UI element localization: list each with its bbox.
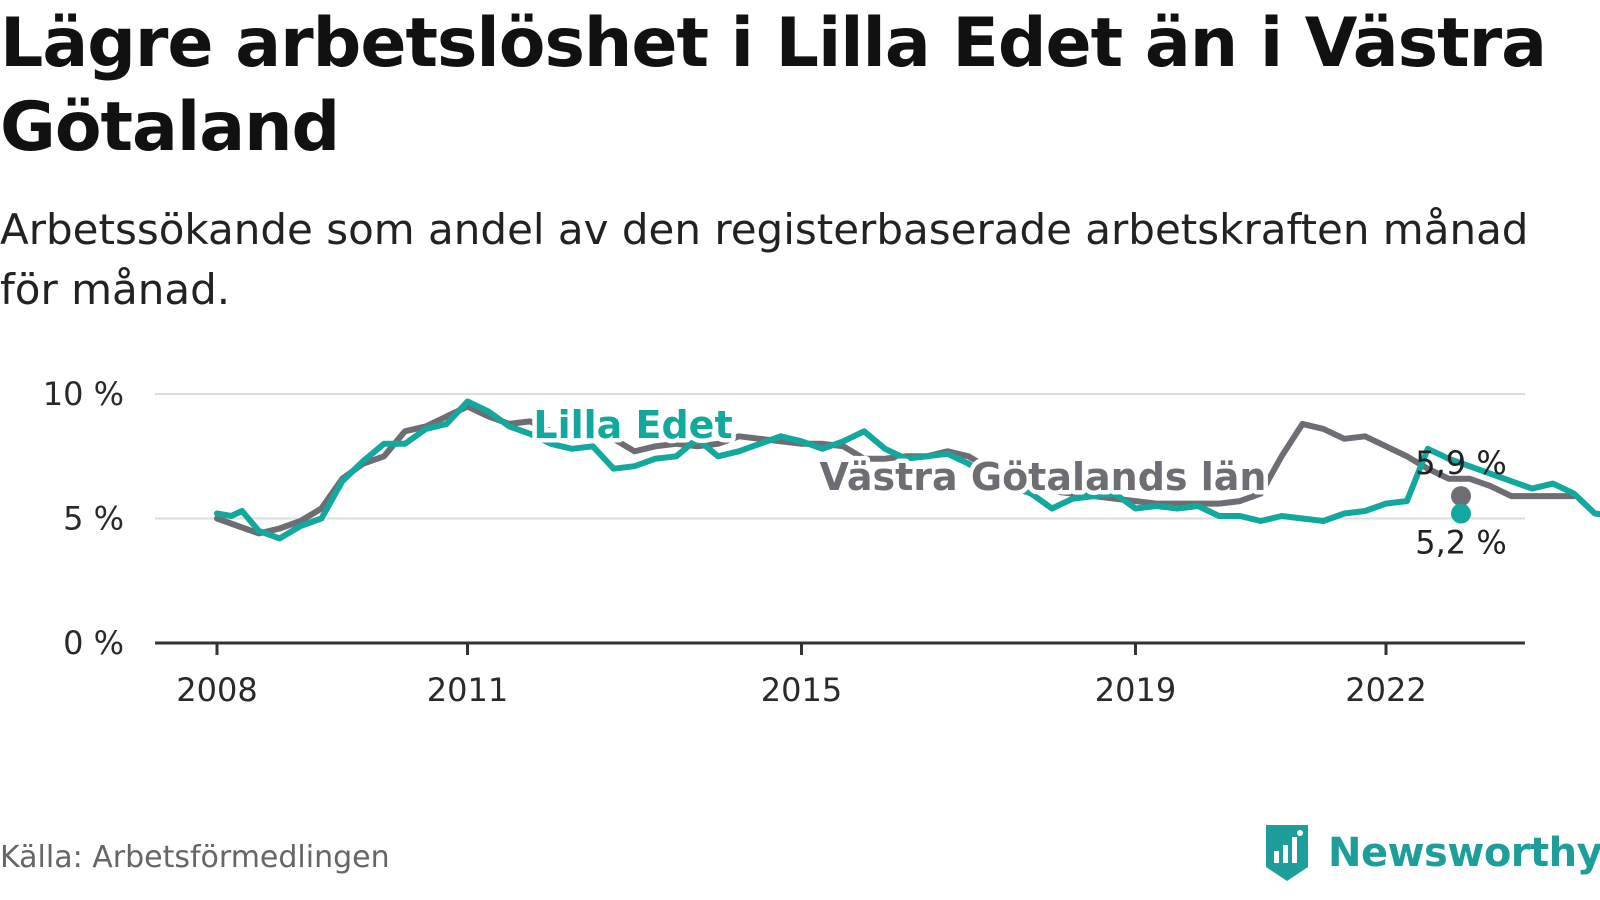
- series-label-v-stra-g-talands-l-n: Västra Götalands län: [820, 455, 1267, 499]
- x-tick-label: 2022: [1345, 671, 1426, 709]
- chart-subtitle: Arbetssökande som andel av den registerb…: [0, 205, 1529, 314]
- series-label-lilla-edet: Lilla Edet: [533, 403, 732, 447]
- y-tick-label: 0 %: [63, 624, 124, 662]
- line-chart: 0 % 5 % 10 % 2008 2011 2015 2019 2022 Västra G…: [43, 375, 1600, 709]
- brand-name: Newsworthy: [1328, 830, 1600, 876]
- newsworthy-logo: Newsworthy: [1262, 822, 1600, 884]
- end-point-lilla-edet: [1451, 503, 1471, 524]
- y-tick-label: 10 %: [43, 375, 124, 413]
- x-axis-ticks: 2008 2011 2015 2019 2022: [176, 643, 1427, 709]
- x-tick-label: 2008: [176, 671, 257, 709]
- end-markers: 5,9 % 5,2 %: [1415, 444, 1506, 561]
- end-value-lilla-edet: 5,2 %: [1415, 524, 1506, 562]
- end-value-v-stra-g-talands-l-n: 5,9 %: [1415, 444, 1506, 482]
- series-line-v-stra-g-talands-l-n: [214, 403, 1577, 537]
- series-lines: [214, 398, 1600, 542]
- chart-title: Lägre arbetslöshet i Lilla Edet än i Väs…: [0, 4, 1547, 167]
- series-line-lilla-edet: [214, 398, 1600, 542]
- y-axis-ticks: 0 % 5 % 10 %: [43, 375, 124, 662]
- newsworthy-logo-icon: [1266, 825, 1308, 881]
- series-labels: Västra Götalands län Lilla Edet: [529, 399, 1271, 504]
- source-note: Källa: Arbetsförmedlingen: [0, 840, 390, 875]
- x-tick-label: 2015: [761, 671, 842, 709]
- x-tick-label: 2019: [1095, 671, 1176, 709]
- y-tick-label: 5 %: [63, 500, 124, 538]
- x-tick-label: 2011: [427, 671, 508, 709]
- end-point-v-stra-g-talands-l-n: [1451, 486, 1471, 507]
